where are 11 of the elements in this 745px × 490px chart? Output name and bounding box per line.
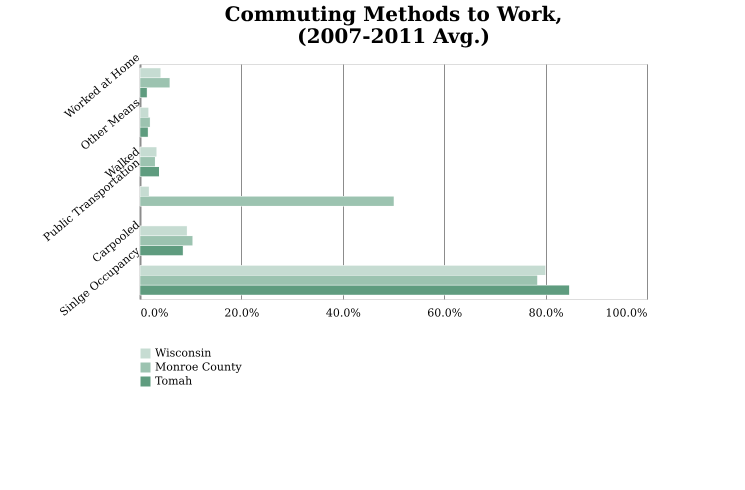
x-tick-label: 40.0% [326, 306, 361, 320]
x-tick-label: 0.0% [140, 306, 168, 320]
x-tick-label: 100.0% [606, 306, 648, 320]
legend-label: Tomah [155, 374, 192, 388]
text: (2007-2011 Avg.) [297, 24, 490, 48]
x-tick-label: 80.0% [528, 306, 564, 320]
text: Commuting Methods to Work, [224, 2, 562, 26]
legend-label: Wisconsin [155, 346, 212, 360]
legend-label: Monroe County [155, 360, 242, 374]
x-tick-label: 20.0% [224, 306, 260, 320]
x-tick-label: 60.0% [427, 306, 462, 320]
